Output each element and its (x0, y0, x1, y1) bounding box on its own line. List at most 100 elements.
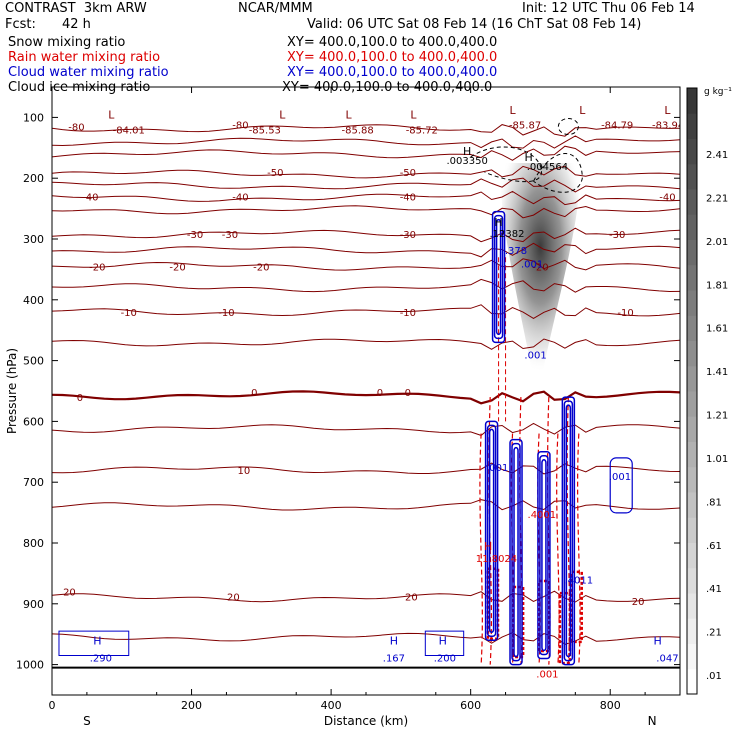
colorbar-label-2: 2.01 (706, 237, 728, 248)
colorbar-label-10: .41 (706, 584, 722, 595)
colorbar-seg-22 (687, 113, 697, 139)
contour-label-20: 0 (77, 393, 83, 404)
y-tick-label-900: 900 (23, 598, 44, 611)
y-axis-title: Pressure (hPa) (5, 348, 19, 434)
y-tick-label-200: 200 (23, 172, 44, 185)
field-snow-xy: XY= 400.0,100.0 to 400.0,400.0 (287, 35, 498, 50)
min-label-4: -85.87 (509, 121, 541, 132)
colorbar-label-0: 2.41 (706, 150, 728, 161)
colorbar-seg-19 (687, 189, 697, 215)
init-time: Init: 12 UTC Thu 06 Feb 14 (522, 1, 695, 16)
cloud-column-3-ring-1 (539, 455, 549, 656)
colorbar-seg-7 (687, 492, 697, 518)
cloud-column-3-ring-0 (537, 451, 551, 660)
cloud-column-2-ring-2 (513, 446, 519, 658)
contour-label-15: -20 (532, 262, 548, 273)
y-tick-label-400: 400 (23, 294, 44, 307)
field-rain-name: Rain water mixing ratio (8, 50, 161, 65)
contour-label-5: -40 (232, 192, 248, 203)
colorbar-seg-1 (687, 643, 697, 670)
contour-label-1: -80 (232, 121, 248, 132)
contour-label-8: -30 (187, 230, 203, 241)
isotherm-m40 (52, 190, 680, 206)
model-name: CONTRAST 3km ARW (5, 1, 147, 16)
low-marker-4: L (509, 104, 516, 117)
cloud-column-1-ring-0 (484, 420, 499, 642)
colorbar-label-12: .01 (706, 671, 722, 682)
colorbar-label-1: 2.21 (706, 193, 728, 204)
isotherm-m70 (52, 135, 680, 149)
max-label-6: .001 (486, 463, 508, 474)
max-label-0: .003350 (446, 156, 487, 167)
colorbar-frame (686, 87, 698, 695)
contour-label-17: -10 (218, 308, 234, 319)
min-label-3: -85.72 (406, 126, 438, 137)
min-label-2: -85.88 (342, 126, 374, 137)
x-tick-label-400: 400 (321, 699, 342, 712)
isotherm-m10 (52, 304, 680, 319)
min-label-6: -83.94 (652, 121, 684, 132)
colorbar-seg-17 (687, 239, 697, 266)
max-label-3: .378 (505, 246, 527, 257)
y-tick-label-100: 100 (23, 111, 44, 124)
colorbar-seg-2 (687, 618, 697, 644)
colorbar-seg-0 (687, 668, 697, 695)
cloud-column-2-ring-0 (509, 438, 523, 666)
cloud-column-4-ring-1 (563, 400, 574, 662)
high-marker-5: H (439, 634, 447, 647)
low-marker-2: L (345, 108, 352, 121)
cloud-low-mid (424, 630, 465, 656)
colorbar-seg-23 (687, 88, 697, 114)
max-label-5: .001 (524, 351, 546, 362)
forecast-hours: 42 h (62, 17, 91, 32)
y-tick-label-700: 700 (23, 476, 44, 489)
isotherm-5 (52, 422, 680, 436)
max-label-7: .001 (609, 472, 631, 483)
colorbar-label-9: .61 (706, 541, 722, 552)
colorbar-label-5: 1.41 (706, 367, 728, 378)
colorbar-label-7: 1.01 (706, 454, 728, 465)
low-marker-3: L (410, 108, 417, 121)
colorbar-seg-13 (687, 340, 697, 367)
field-cloudice-xy: XY= 400.0,100.0 to 400.0,400.0 (282, 80, 493, 95)
contour-label-7: -40 (659, 192, 675, 203)
plot-area: -80 -80 -50 -50 -40 -40 -40 -40 -30 -30 -30 -30 -20 -… (5, 86, 684, 728)
colorbar-unit: g kg⁻¹ (704, 87, 732, 97)
field-cloudwater-name: Cloud water mixing ratio (8, 65, 169, 80)
colorbar-seg-18 (687, 214, 697, 240)
cloud-column-3-ring-2 (541, 459, 547, 652)
rain-contour-7 (566, 397, 571, 665)
max-label-10: .4011 (565, 575, 594, 586)
colorbar: 2.41 2.21 2.01 1.81 1.61 1.41 1.21 1.01 .81 .61 .4… (686, 87, 732, 695)
max-label-8: .4001 (528, 510, 557, 521)
high-marker-7: H (484, 540, 492, 553)
isotherm-10 (52, 462, 680, 475)
colorbar-seg-16 (687, 264, 697, 291)
cloud-column-0-ring-2 (495, 218, 502, 336)
contour-label-11: -30 (609, 230, 625, 241)
rain-contour-3 (519, 397, 523, 665)
low-marker-1: L (279, 108, 286, 121)
colorbar-seg-10 (687, 416, 697, 442)
colorbar-seg-12 (687, 365, 697, 392)
high-marker-1: H (524, 151, 532, 164)
max-label-13: .200 (434, 653, 456, 664)
contour-label-3: -50 (400, 168, 416, 179)
cloud-column-0-ring-0 (491, 210, 506, 344)
colorbar-label-6: 1.21 (706, 411, 728, 422)
x-axis-title: Distance (km) (324, 714, 408, 728)
contour-label-10: -30 (400, 230, 416, 241)
isotherm-m80 (52, 124, 680, 137)
contour-label-24: 10 (238, 466, 251, 477)
x-tick-label-600: 600 (460, 699, 481, 712)
isotherm-m20 (52, 258, 680, 271)
cloud-column-1-ring-1 (486, 424, 497, 638)
organization: NCAR/MMM (238, 1, 313, 16)
contour-label-26: 20 (227, 593, 240, 604)
colorbar-seg-14 (687, 315, 697, 341)
isotherm-m30 (52, 227, 680, 243)
low-marker-0: L (108, 108, 115, 121)
y-tick-label-800: 800 (23, 537, 44, 550)
min-label-1: -85.53 (249, 126, 281, 137)
isotherm-25 (52, 632, 680, 645)
